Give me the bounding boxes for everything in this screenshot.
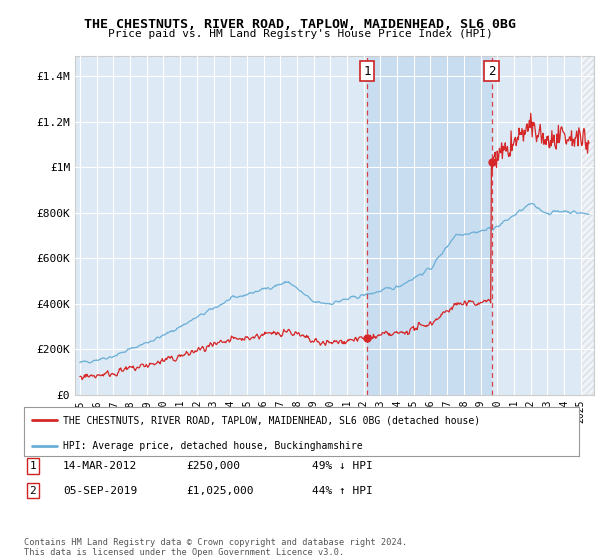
Text: 05-SEP-2019: 05-SEP-2019 bbox=[63, 486, 137, 496]
Text: Price paid vs. HM Land Registry's House Price Index (HPI): Price paid vs. HM Land Registry's House … bbox=[107, 29, 493, 39]
Text: 1: 1 bbox=[363, 65, 371, 78]
Text: 14-MAR-2012: 14-MAR-2012 bbox=[63, 461, 137, 471]
Text: HPI: Average price, detached house, Buckinghamshire: HPI: Average price, detached house, Buck… bbox=[63, 441, 362, 451]
Text: 2: 2 bbox=[488, 65, 496, 78]
Text: Contains HM Land Registry data © Crown copyright and database right 2024.
This d: Contains HM Land Registry data © Crown c… bbox=[24, 538, 407, 557]
Text: £250,000: £250,000 bbox=[186, 461, 240, 471]
Text: 49% ↓ HPI: 49% ↓ HPI bbox=[312, 461, 373, 471]
Text: THE CHESTNUTS, RIVER ROAD, TAPLOW, MAIDENHEAD, SL6 0BG (detached house): THE CHESTNUTS, RIVER ROAD, TAPLOW, MAIDE… bbox=[63, 416, 480, 426]
Text: £1,025,000: £1,025,000 bbox=[186, 486, 254, 496]
Text: 44% ↑ HPI: 44% ↑ HPI bbox=[312, 486, 373, 496]
Bar bbox=[367, 56, 492, 395]
Text: THE CHESTNUTS, RIVER ROAD, TAPLOW, MAIDENHEAD, SL6 0BG: THE CHESTNUTS, RIVER ROAD, TAPLOW, MAIDE… bbox=[84, 18, 516, 31]
Text: 2: 2 bbox=[29, 486, 37, 496]
Text: 1: 1 bbox=[29, 461, 37, 471]
